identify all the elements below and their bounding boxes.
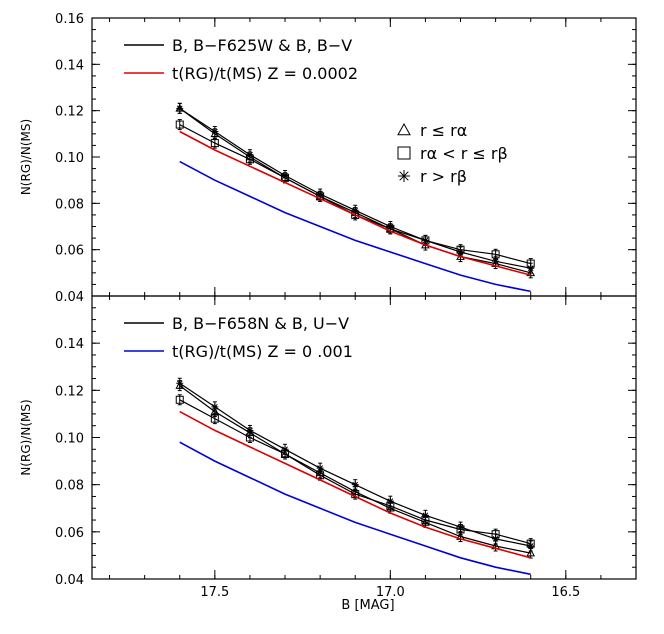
top-y-tick-label: 0.12: [55, 105, 84, 120]
bottom-y-tick-label: 0.08: [55, 479, 84, 494]
top-series-5-line: [179, 160, 531, 293]
bottom-y-tick-label: 0.10: [55, 432, 84, 447]
x-tick-label: 17.0: [376, 585, 405, 600]
top-series-3-point: [281, 172, 289, 180]
symbol-legend-marker-3: [398, 170, 410, 182]
top-series-3-point: [527, 264, 535, 272]
bottom-series-3-point: [281, 445, 289, 453]
bottom-series-3-point: [421, 511, 429, 519]
top-y-tick-label: 0.06: [55, 244, 84, 259]
top-series-1-point: [526, 268, 536, 277]
bottom-series-3-point: [351, 481, 359, 489]
top-series-2-point: [210, 139, 219, 148]
x-axis-label: B [MAG]: [341, 598, 394, 613]
symbol-legend-marker-1: [397, 122, 411, 136]
bottom-series-3-point: [316, 464, 324, 472]
bottom-series-3-point: [246, 426, 254, 434]
top-y-tick-label: 0.04: [55, 290, 84, 305]
bottom-series-3-point: [211, 403, 219, 411]
bottom-series-2-point: [210, 414, 219, 423]
bottom-plot-frame: [91, 295, 637, 580]
x-tick-label: 17.5: [200, 585, 229, 600]
bottom-series-2-point: [175, 395, 184, 404]
top-series-3-point: [246, 151, 254, 159]
bottom-y-axis-label: N(RG)/N(MS): [19, 399, 33, 475]
bottom-legend-label-2: t(RG)/t(MS) Z = 0 .001: [172, 342, 353, 361]
symbol-legend-marker-2: [397, 146, 411, 160]
top-y-tick-label: 0.14: [55, 58, 84, 73]
top-series-1-line: [179, 107, 531, 274]
bottom-y-tick-label: 0.06: [55, 526, 84, 541]
top-y-axis-label: N(RG)/N(MS): [19, 119, 33, 195]
x-tick-label: 16.5: [551, 585, 580, 600]
top-y-tick-label: 0.10: [55, 151, 84, 166]
bottom-series-3-point: [386, 497, 394, 505]
symbol-legend-label-1: r ≤ rα: [420, 121, 467, 140]
top-plot-frame: [91, 17, 637, 297]
bottom-y-tick-label: 0.04: [55, 573, 84, 588]
top-y-tick-label: 0.08: [55, 197, 84, 212]
top-legend-label-1: B, B−F625W & B, B−V: [172, 36, 352, 55]
top-series-2-point: [175, 120, 184, 129]
symbol-legend-label-2: rα < r ≤ rβ: [420, 144, 508, 163]
bottom-series-1-point: [526, 548, 536, 557]
symbol-legend-label-3: r > rβ: [420, 167, 467, 186]
bottom-series-3-point: [176, 379, 184, 387]
top-series-3-point: [492, 257, 500, 265]
bottom-y-tick-label: 0.12: [55, 384, 84, 399]
bottom-y-tick-label: 0.14: [55, 337, 84, 352]
bottom-series-3-point: [492, 535, 500, 543]
top-series-3-point: [351, 206, 359, 214]
top-series-3-point: [386, 223, 394, 230]
bottom-legend-label-1: B, B−F658N & B, U−V: [172, 314, 349, 333]
top-series-3-point: [316, 190, 324, 198]
top-series-4-line: [179, 130, 531, 276]
top-y-tick-label: 0.16: [55, 12, 84, 27]
top-series-3-point: [421, 236, 429, 244]
top-legend-label-2: t(RG)/t(MS) Z = 0.0002: [172, 64, 358, 83]
top-series-3-point: [211, 128, 219, 136]
top-series-3-point: [176, 104, 184, 112]
bottom-series-5-line: [179, 441, 531, 576]
bottom-series-3-point: [457, 523, 465, 531]
bottom-series-3-point: [527, 542, 535, 550]
bottom-series-4-line: [179, 410, 531, 559]
top-series-3-point: [457, 248, 465, 256]
